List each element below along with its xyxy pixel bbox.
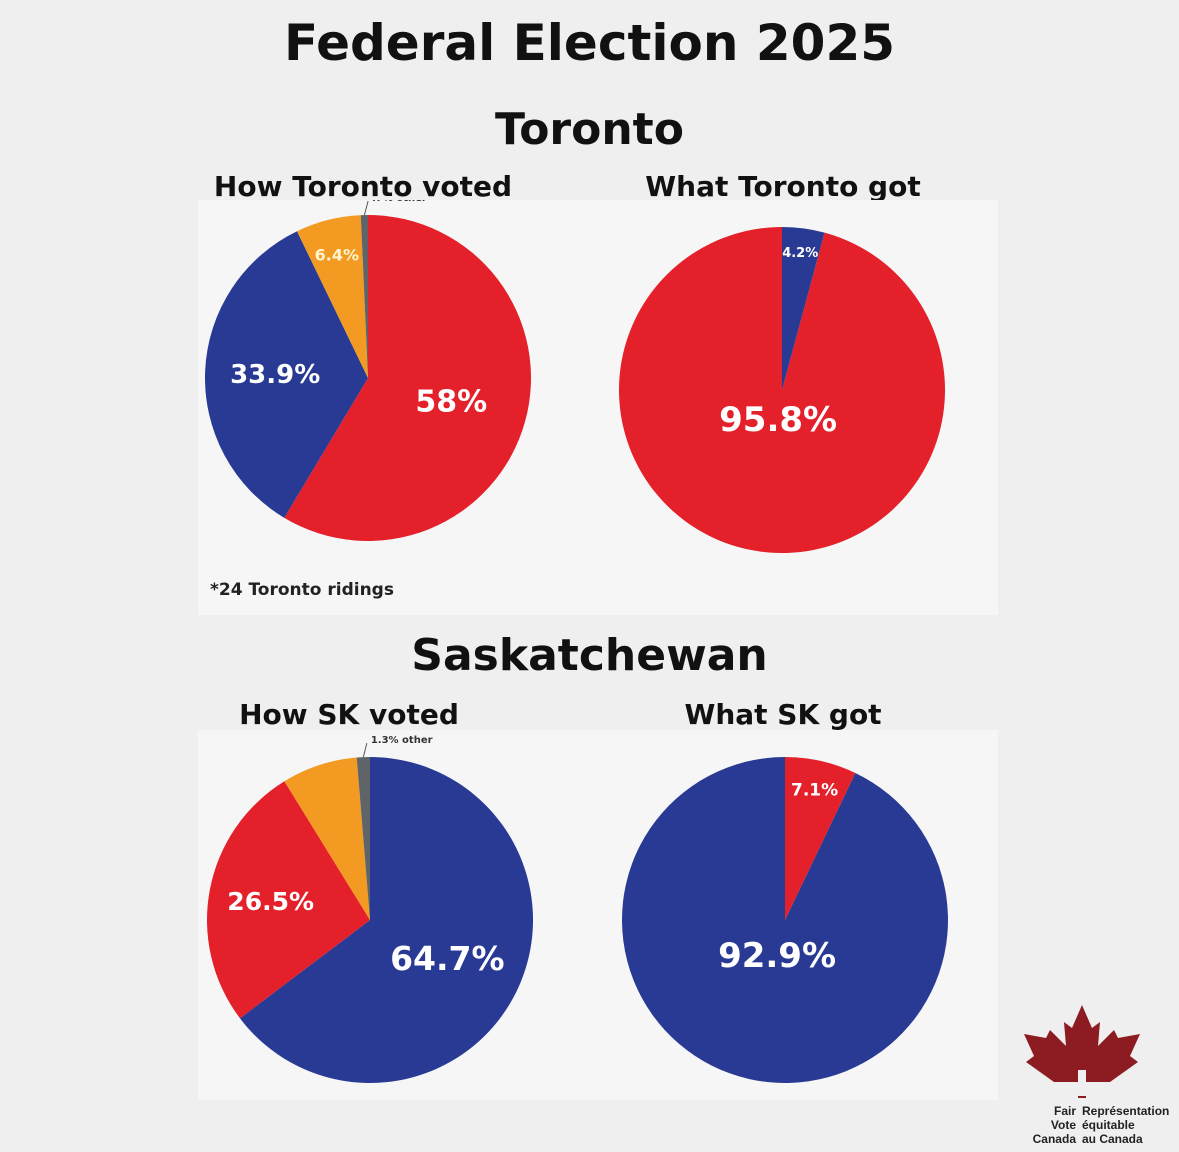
pie-toronto-got: 95.8% 4.2% <box>619 227 946 553</box>
slice-label-other: .7% other <box>372 200 427 204</box>
toronto-panel: 58% 33.9% 6.4% .7% other 95.8% 4.2% <box>198 193 998 615</box>
page-title: Federal Election 2025 <box>283 14 896 72</box>
pie-slice-ndp <box>284 757 370 920</box>
slice-label-liberal: 7.1% <box>791 781 838 801</box>
slice-label-liberal: 58% <box>415 385 487 420</box>
chart-title-sk-voted: How SK voted <box>239 698 459 731</box>
logo-fr-line-1: Représentation <box>1082 1104 1170 1118</box>
pie-slice-ndp <box>297 215 368 378</box>
toronto-charts-svg: 58% 33.9% 6.4% .7% other 95.8% 4.2% <box>205 193 946 553</box>
slice-label-ndp: 6.4% <box>315 245 359 264</box>
pie-slice-liberal <box>284 215 531 541</box>
pie-slice-conservative <box>239 757 533 1083</box>
chart-title-sk-got: What SK got <box>684 698 882 731</box>
sk-charts-svg: 64.7% 26.5% 1.3% other 92.9% 7.1% <box>206 735 948 1083</box>
callout-line <box>363 200 369 216</box>
slice-label-liberal: 95.8% <box>719 400 837 440</box>
saskatchewan-panel: 64.7% 26.5% 1.3% other 92.9% 7.1% <box>198 730 998 1100</box>
slice-label-conservative: 64.7% <box>390 939 505 978</box>
pie-slice-conservative <box>205 231 368 518</box>
pie-slice-other <box>360 215 368 378</box>
section-title-saskatchewan: Saskatchewan <box>411 630 768 681</box>
pie-sk-voted: 64.7% 26.5% 1.3% other <box>206 735 533 1083</box>
slice-label-conservative: 33.9% <box>230 360 320 390</box>
maple-leaf-icon <box>1012 1005 1152 1098</box>
logo-en-line-3: Canada <box>1032 1132 1076 1146</box>
fair-vote-canada-logo: Fair Vote Canada Représentation équitabl… <box>1012 1000 1179 1152</box>
logo-en-line-1: Fair <box>1053 1104 1076 1118</box>
logo-en-line-2: Vote <box>1050 1118 1076 1132</box>
slice-label-conservative: 92.9% <box>718 936 836 976</box>
slice-label-conservative: 4.2% <box>782 246 818 261</box>
pie-slice-liberal <box>785 757 856 920</box>
pie-slice-liberal <box>206 781 370 1019</box>
slice-label-liberal: 26.5% <box>227 887 314 916</box>
logo-fr-line-3: au Canada <box>1082 1132 1143 1146</box>
callout-line <box>362 743 368 758</box>
section-title-toronto: Toronto <box>495 104 684 155</box>
slice-label-other: 1.3% other <box>371 735 433 746</box>
pie-slice-other <box>356 757 370 920</box>
logo-fr-line-2: équitable <box>1082 1118 1135 1132</box>
chart-title-toronto-got: What Toronto got <box>645 170 921 203</box>
chart-title-toronto-voted: How Toronto voted <box>213 170 513 203</box>
footnote: *24 Toronto ridings <box>210 580 394 600</box>
pie-slice-conservative <box>782 227 825 390</box>
pie-sk-got: 92.9% 7.1% <box>622 757 948 1083</box>
pie-toronto-voted: 58% 33.9% 6.4% .7% other <box>205 193 531 541</box>
